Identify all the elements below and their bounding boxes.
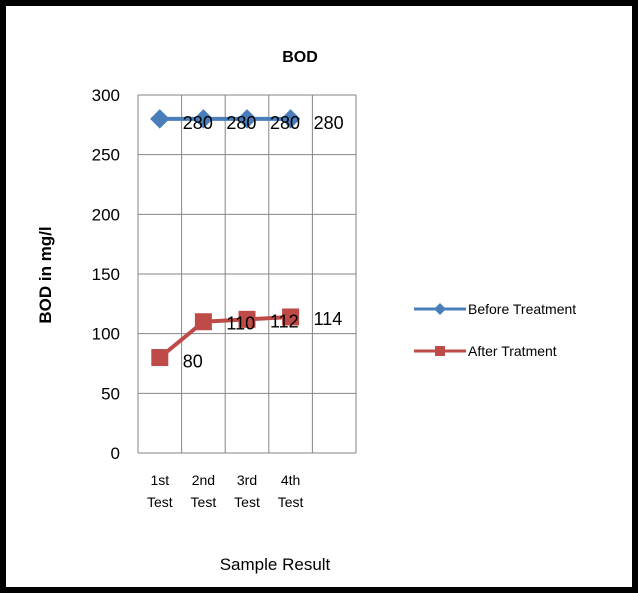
legend-diamond-icon [434,303,446,315]
gridlines [137,94,357,454]
series-line [158,314,291,360]
y-axis-title: BOD in mg/l [36,226,55,323]
data-label: 112 [270,311,299,331]
data-label: 280 [270,113,300,133]
legend-label: Before Treatment [468,301,576,317]
data-label: 80 [183,352,203,372]
data-label: 280 [183,113,213,133]
square-marker [238,310,256,328]
square-marker [282,308,300,326]
y-tick-label: 150 [92,265,120,284]
data-label: 280 [314,113,344,133]
chart-title: BOD [282,49,318,66]
data-label: 110 [226,314,255,334]
data-label: 280 [226,113,256,133]
y-axis-ticks: 0 50 100 150 200 250 300 [92,86,120,463]
y-tick-label: 100 [92,325,120,344]
x-tick-label: 2nd Test [191,472,217,510]
data-label: 114 [314,309,343,329]
square-marker [194,313,212,331]
series-group [150,109,301,367]
y-tick-label: 50 [101,384,120,403]
diamond-marker [237,109,257,129]
x-axis-title: Sample Result [220,555,331,574]
diamond-marker [193,109,214,129]
x-axis-ticks: 1st Test 2nd Test 3rd Test 4th Test [147,472,304,510]
x-tick-label: 1st Test [147,472,173,510]
legend-square-icon [435,346,445,356]
diamond-marker [150,109,170,129]
x-tick-label: 3rd Test [234,472,260,510]
data-labels: 280 280 280 280 80 110 112 114 [183,113,344,372]
square-marker [151,349,169,367]
y-tick-label: 0 [111,444,120,463]
diamond-marker [280,109,301,129]
y-tick-label: 300 [92,86,120,105]
y-tick-label: 250 [92,146,120,165]
legend: Before Treatment After Tratment [414,301,576,359]
y-tick-label: 200 [92,205,120,224]
legend-label: After Tratment [468,343,557,359]
x-tick-label: 4th Test [278,472,304,510]
